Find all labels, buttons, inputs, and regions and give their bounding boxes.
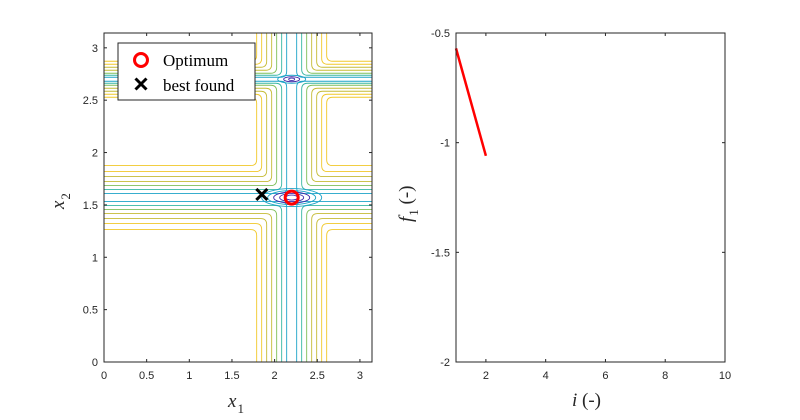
contour-y-axis-label: x2 <box>48 193 73 210</box>
contour-basin-secondary-3 <box>288 77 296 81</box>
contour-x-axis-label: x1 <box>227 391 244 416</box>
line-x-axis-label: i (-) <box>572 390 601 411</box>
contour-lines <box>104 33 372 362</box>
line-axes-box <box>455 32 726 363</box>
contour-markers <box>255 187 300 206</box>
line-y-tick-label: -1 <box>440 138 450 150</box>
contour-x-tick-label: 0 <box>101 370 107 382</box>
optimum-marker <box>283 189 300 206</box>
contour-x-tick-label: 1.5 <box>224 370 239 382</box>
line-x-tick-label: 4 <box>543 370 549 382</box>
legend-optimum-label: Optimum <box>163 51 228 70</box>
contour-ticks: 0 0.5 1 1.5 2 2.5 3 0 0.5 1 1.5 2 2.5 3 <box>83 33 372 382</box>
contour-y-tick-label: 1 <box>92 252 98 264</box>
legend: Optimum best found <box>117 42 256 101</box>
contour-basin-main-4 <box>279 193 305 203</box>
contour-level-5 <box>104 33 372 362</box>
contour-x-tick-label: 0.5 <box>139 370 154 382</box>
contour-basin-secondary-1 <box>277 74 307 84</box>
contour-y-tick-label: 2 <box>92 148 98 160</box>
legend-optimum-symbol <box>133 52 149 68</box>
contour-axes-box <box>103 32 373 363</box>
line-x-tick-label: 2 <box>483 370 489 382</box>
line-ticks: 2 4 6 8 10 -0.5 -1 -1.5 -2 <box>431 28 731 382</box>
contour-y-tick-label: 0.5 <box>83 305 98 317</box>
contour-level-2 <box>104 33 372 362</box>
best-found-marker <box>255 187 269 202</box>
line-plot-area <box>456 33 725 362</box>
contour-level-6 <box>104 33 372 362</box>
series-line-1 <box>454 48 488 157</box>
contour-panel: 0 0.5 1 1.5 2 2.5 3 0 0.5 1 1.5 2 2.5 3 Optimum best … <box>48 32 373 416</box>
line-y-tick-label: -1.5 <box>431 247 450 259</box>
line-x-tick-label: 10 <box>719 370 731 382</box>
contour-x-tick-label: 1 <box>186 370 192 382</box>
line-y-tick-label: -0.5 <box>431 28 450 40</box>
contour-x-tick-label: 2 <box>272 370 278 382</box>
contour-level-4 <box>104 33 372 362</box>
line-series <box>454 48 488 157</box>
contour-y-tick-label: 0 <box>92 357 98 369</box>
contour-y-tick-label: 1.5 <box>83 200 98 212</box>
contour-basin-secondary-2 <box>283 76 301 83</box>
contour-x-tick-label: 2.5 <box>310 370 325 382</box>
line-x-tick-label: 6 <box>602 370 608 382</box>
line-x-tick-label: 8 <box>662 370 668 382</box>
contour-level-3 <box>104 33 372 362</box>
line-y-axis-label: f1 (-) <box>396 185 421 222</box>
legend-best-found-label: best found <box>163 76 235 95</box>
line-y-tick-label: -2 <box>440 357 450 369</box>
contour-basin-main-1 <box>261 188 323 208</box>
legend-best-found-symbol <box>134 77 148 91</box>
line-panel: 2 4 6 8 10 -0.5 -1 -1.5 -2 i (-) f1 (-) <box>396 28 731 411</box>
contour-y-tick-label: 3 <box>92 43 98 55</box>
contour-x-tick-label: 3 <box>357 370 363 382</box>
contour-y-tick-label: 2.5 <box>83 95 98 107</box>
